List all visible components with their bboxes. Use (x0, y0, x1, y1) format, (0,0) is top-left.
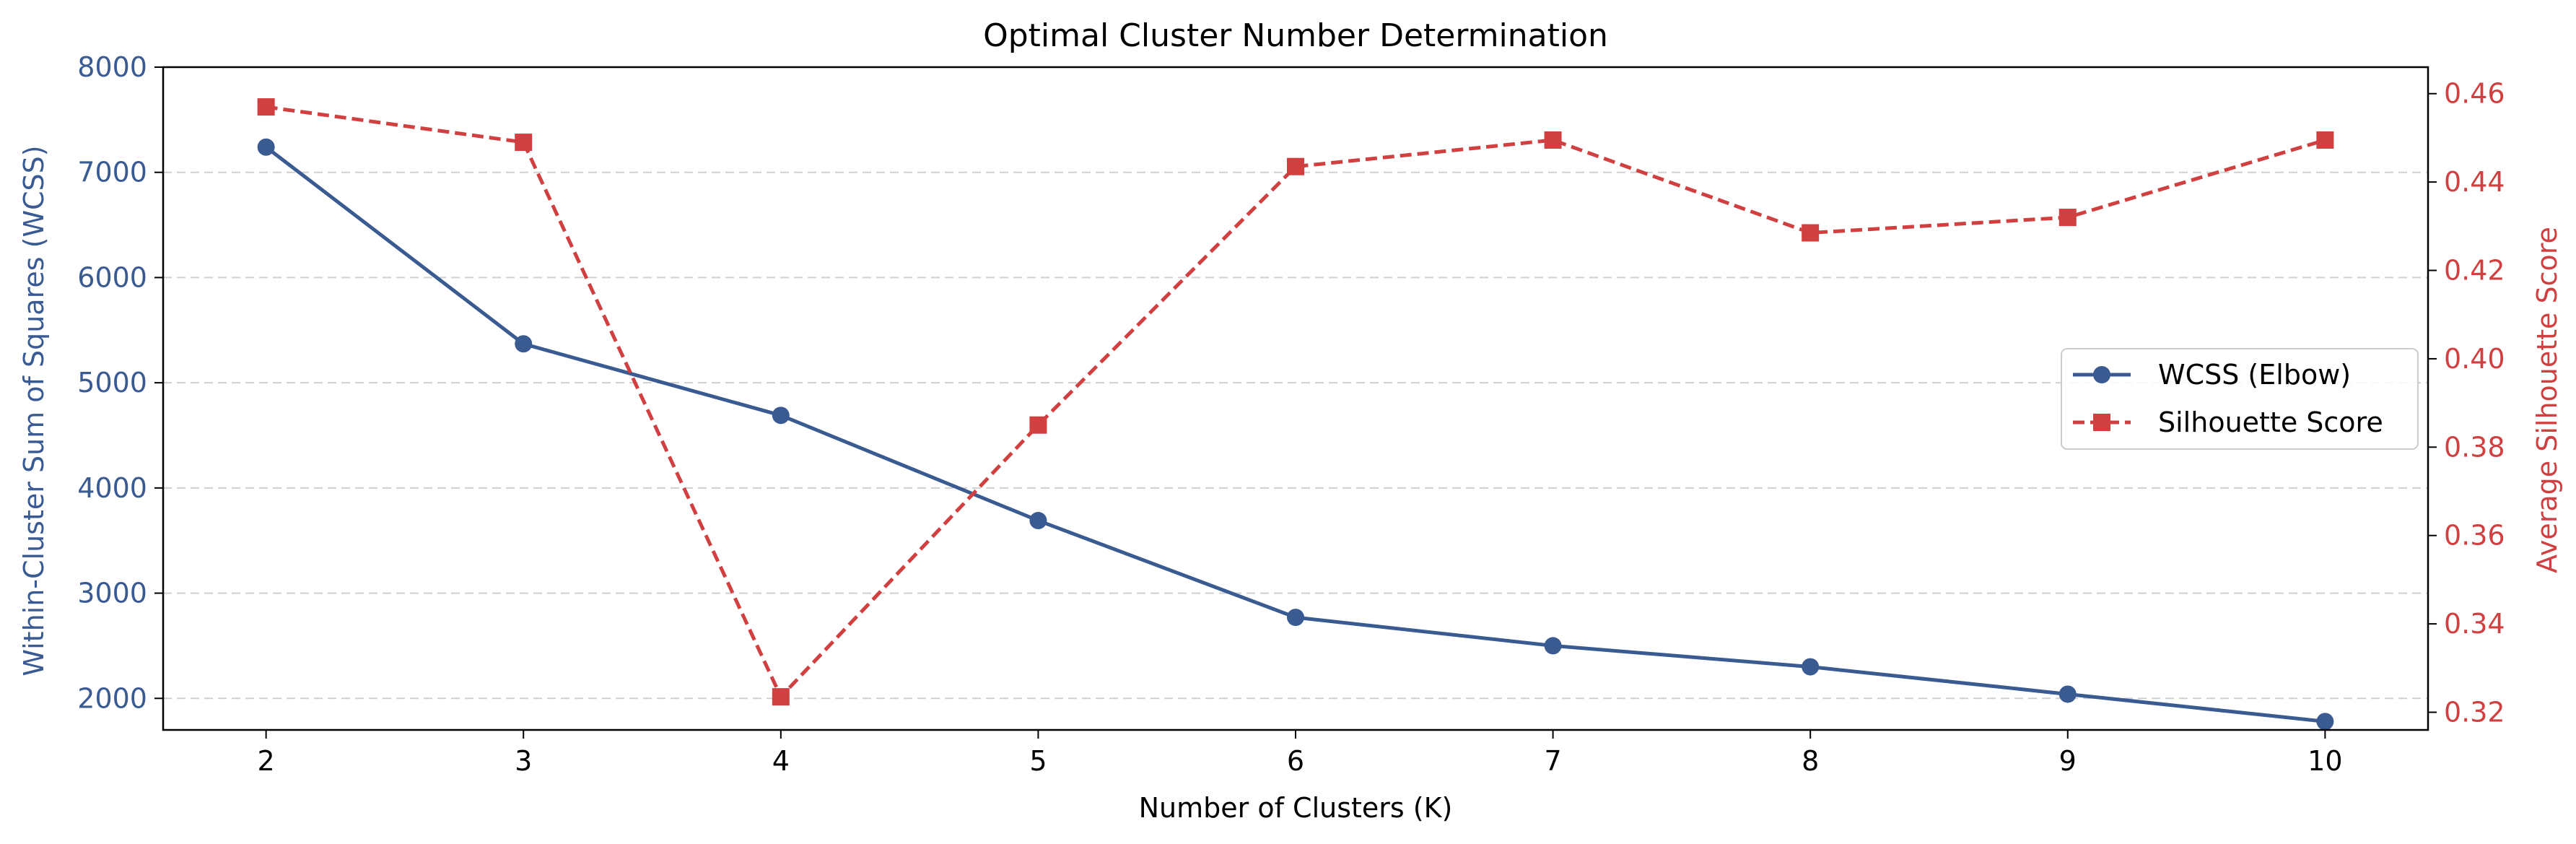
x-tick-label-5: 7 (1544, 745, 1561, 777)
legend: WCSS (Elbow) Silhouette Score (2061, 348, 2419, 450)
legend-silhouette-marker (2093, 414, 2110, 431)
series-0-point-6 (1802, 658, 1820, 676)
series-1-point-5 (1544, 131, 1562, 149)
series-1-point-1 (515, 134, 533, 152)
right-y-tick-label-0: 0.32 (2444, 697, 2505, 728)
x-tick-label-2: 4 (772, 745, 790, 777)
series-0-point-0 (257, 138, 275, 156)
right-y-tick-label-1: 0.34 (2444, 608, 2505, 640)
series-1-point-0 (257, 98, 275, 116)
series-line-1 (266, 105, 2326, 699)
series-0-point-3 (1029, 512, 1047, 530)
x-tick-label-7: 9 (2059, 745, 2077, 777)
x-tick-label-3: 5 (1029, 745, 1047, 777)
right-y-tick-label-7: 0.46 (2444, 78, 2505, 110)
left-y-axis-label: Within-Cluster Sum of Squares (WCSS) (18, 145, 50, 676)
x-tick-label-0: 2 (258, 745, 275, 777)
right-y-tick-label-2: 0.36 (2444, 520, 2505, 552)
series-0-point-1 (515, 335, 533, 353)
series-1-point-7 (2058, 209, 2077, 227)
x-tick-label-6: 8 (1802, 745, 1819, 777)
series-1-point-6 (1802, 224, 1820, 242)
right-y-tick-label-5: 0.42 (2444, 255, 2505, 287)
left-y-tick-label-3: 5000 (77, 367, 147, 399)
legend-wcss-label: WCSS (Elbow) (2158, 359, 2351, 391)
right-y-tick-label-3: 0.38 (2444, 431, 2505, 463)
x-tick-label-8: 10 (2308, 745, 2342, 777)
x-tick-label-4: 6 (1287, 745, 1304, 777)
series-line-0 (265, 145, 2326, 723)
right-y-axis-label: Average Silhouette Score (2531, 227, 2563, 573)
series-1-point-4 (1287, 157, 1304, 175)
left-y-tick-label-5: 7000 (77, 157, 147, 188)
x-axis-label: Number of Clusters (K) (1139, 792, 1453, 824)
left-y-tick-label-6: 8000 (77, 51, 147, 83)
left-y-tick-label-1: 3000 (77, 578, 147, 609)
left-y-tick-label-4: 6000 (77, 261, 147, 293)
right-y-tick-label-6: 0.44 (2444, 166, 2505, 198)
series-0-point-8 (2316, 713, 2334, 731)
series-1-point-8 (2316, 131, 2334, 149)
series-0-point-5 (1544, 637, 1562, 655)
axis-ticks: 2000 3000 4000 5000 6000 7000 8000 0.32 0.34 0.36… (77, 51, 2505, 777)
series-layer (257, 98, 2334, 731)
x-tick-label-1: 3 (515, 745, 532, 777)
series-1-point-3 (1029, 416, 1047, 434)
legend-wcss-marker (2093, 366, 2110, 383)
series-0-point-4 (1287, 609, 1304, 627)
legend-silhouette-label: Silhouette Score (2158, 406, 2383, 438)
chart-title: Optimal Cluster Number Determination (983, 17, 1608, 54)
left-y-tick-label-0: 2000 (77, 682, 147, 714)
right-y-tick-label-4: 0.40 (2444, 343, 2505, 375)
series-0-point-7 (2058, 685, 2077, 703)
series-1-point-2 (772, 688, 790, 706)
series-0-point-2 (772, 406, 790, 425)
legend-box (2061, 348, 2419, 450)
left-y-tick-label-2: 4000 (77, 472, 147, 504)
